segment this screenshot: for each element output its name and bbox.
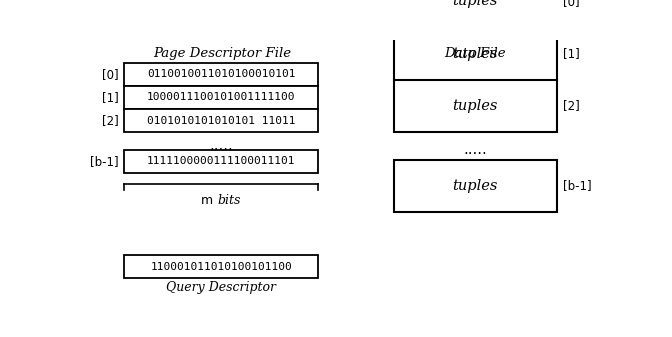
Text: 0101010101010101 11011: 0101010101010101 11011: [147, 116, 296, 125]
Text: Query Descriptor: Query Descriptor: [166, 281, 276, 294]
Text: tuples: tuples: [453, 179, 498, 193]
Bar: [124, 86, 318, 109]
Text: Data File: Data File: [445, 47, 506, 60]
Text: bits: bits: [217, 194, 241, 207]
Text: 1000011100101001111100: 1000011100101001111100: [147, 92, 296, 102]
Text: tuples: tuples: [453, 0, 498, 8]
Text: 0110010011010100010101: 0110010011010100010101: [147, 69, 296, 79]
Text: tuples: tuples: [453, 47, 498, 61]
Text: [2]: [2]: [563, 99, 580, 113]
Text: [0]: [0]: [102, 68, 119, 81]
Text: m: m: [201, 194, 217, 207]
Text: 1111100000111100011101: 1111100000111100011101: [147, 156, 296, 166]
Text: [0]: [0]: [563, 0, 579, 8]
Text: [1]: [1]: [102, 91, 119, 104]
Text: Page Descriptor File: Page Descriptor File: [153, 47, 291, 60]
Text: [b-1]: [b-1]: [90, 155, 119, 168]
Text: tuples: tuples: [453, 99, 498, 113]
Bar: [394, 0, 556, 132]
Text: [1]: [1]: [563, 47, 580, 60]
Text: .....: .....: [464, 142, 487, 156]
Bar: [124, 150, 318, 173]
Bar: [124, 109, 318, 132]
Text: .....: .....: [209, 139, 233, 153]
Bar: [394, 160, 556, 212]
Bar: [124, 255, 318, 278]
Text: [2]: [2]: [102, 114, 119, 127]
Text: 110001011010100101100: 110001011010100101100: [151, 262, 292, 272]
Text: [b-1]: [b-1]: [563, 180, 591, 192]
Bar: [124, 63, 318, 86]
